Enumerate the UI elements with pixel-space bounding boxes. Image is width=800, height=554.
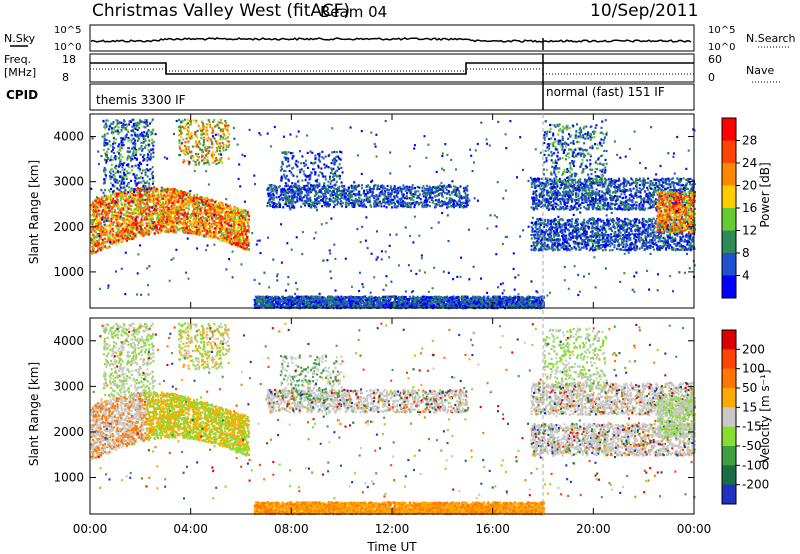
freq-trace [90,63,694,74]
time-axis: 00:00 04:00 08:00 12:00 16:00 20:00 00:00 [73,114,712,536]
colorbar-swatch [722,349,736,369]
xaxis-label: Time UT [366,540,417,554]
freq-strip [90,54,694,82]
range-tick-label: 3000 [53,175,84,189]
time-tick-label: 04:00 [173,522,208,536]
velocity-ylabel: Slant Range [km] [27,362,41,466]
power-ylabel: Slant Range [km] [27,160,41,264]
colorbar-swatch [722,446,736,466]
cpid-label: CPID [6,88,38,102]
colorbar-swatch [722,186,736,209]
power-scatter [90,119,696,310]
power-colorbar-label: Power [dB] [758,162,772,227]
freq-tick-bottom: 8 [62,71,69,84]
range-tick-label: 1000 [53,265,84,279]
nsky-trace [91,38,691,50]
nsearch-tick-top: 10^5 [708,25,735,36]
colorbar-swatch [722,407,736,427]
nsky-tick-bottom: 10^0 [54,42,81,53]
range-tick-label: 3000 [53,379,84,393]
freq-tick-top: 18 [62,53,76,66]
nave-tick-bottom: 0 [708,71,715,84]
freq-unit-label: [MHz] [4,66,36,79]
range-tick-label: 4000 [53,334,84,348]
range-tick-label: 1000 [53,471,84,485]
colorbar-tick-label: 24 [742,156,757,170]
colorbar-swatch [722,253,736,276]
colorbar-tick-label: 8 [742,246,750,260]
colorbar-swatch [722,163,736,186]
colorbar-tick-label: -200 [742,478,769,492]
range-tick-label: 4000 [53,130,84,144]
power-colorbar: 28 24 20 16 12 8 4 [722,118,757,299]
colorbar-swatch [722,231,736,254]
cpid-segment-1: themis 3300 IF [96,93,186,107]
cpid-segment-2: normal (fast) 151 IF [546,85,665,99]
nave-tick-top: 60 [708,53,722,66]
colorbar-tick-label: 50 [742,381,757,395]
radar-figure: Christmas Valley West (fitACF) Beam 04 1… [0,0,800,554]
colorbar-swatch [722,141,736,164]
time-tick-label: 08:00 [274,522,309,536]
nsky-strip [90,25,694,51]
nsearch-tick-bottom: 10^0 [708,42,735,53]
colorbar-swatch [722,118,736,141]
colorbar-swatch [722,427,736,447]
nsky-tick-top: 10^5 [54,25,81,36]
beam-label: Beam 04 [320,3,387,21]
colorbar-tick-label: 12 [742,224,757,238]
nave-label: Nave [746,64,774,77]
velocity-colorbar-label: Velocity [m s⁻¹] [758,369,772,462]
nsky-label: N.Sky [4,32,36,45]
range-tick-label: 2000 [53,425,84,439]
colorbar-tick-label: 16 [742,201,757,215]
colorbar-swatch [722,388,736,408]
time-tick-label: 00:00 [73,522,108,536]
colorbar-swatch [722,330,736,350]
range-tick-label: 2000 [53,220,84,234]
colorbar-tick-label: 4 [742,269,750,283]
nsearch-label: N.Search [746,32,796,45]
colorbar-tick-label: 15 [742,400,757,414]
colorbar-swatch [722,276,736,299]
colorbar-swatch [722,485,736,505]
colorbar-tick-label: 28 [742,134,757,148]
time-tick-label: 12:00 [375,522,410,536]
colorbar-swatch [722,369,736,389]
velocity-scatter [90,323,696,516]
date-label: 10/Sep/2011 [590,1,698,21]
time-tick-label: 16:00 [475,522,510,536]
time-tick-label: 00:00 [677,522,712,536]
colorbar-tick-label: 20 [742,179,757,193]
colorbar-tick-label: 200 [742,342,765,356]
time-tick-label: 20:00 [576,522,611,536]
colorbar-swatch [722,465,736,485]
figure-title: Christmas Valley West (fitACF) [92,1,350,21]
colorbar-swatch [722,208,736,231]
freq-label: Freq. [4,53,31,66]
